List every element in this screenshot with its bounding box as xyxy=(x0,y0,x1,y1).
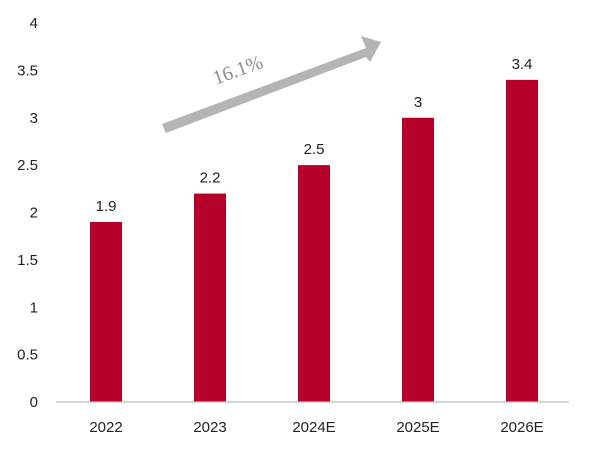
y-tick-label: 3 xyxy=(30,110,38,127)
y-tick-label: 1 xyxy=(30,299,38,316)
bar-value-label: 2.5 xyxy=(304,141,325,158)
y-tick-label: 0 xyxy=(30,394,38,411)
x-tick-label: 2023 xyxy=(193,419,226,436)
bar-value-label: 3 xyxy=(414,94,422,111)
bar xyxy=(506,79,538,402)
bar-value-label: 2.2 xyxy=(200,170,221,187)
y-tick-label: 4 xyxy=(30,15,38,32)
bar xyxy=(90,221,122,402)
y-tick-label: 2 xyxy=(30,205,38,222)
y-axis-ticks: 0 0.5 1 1.5 2 2.5 3 3.5 4 xyxy=(17,15,38,411)
bar xyxy=(194,193,226,402)
bar xyxy=(298,165,330,402)
y-tick-label: 0.5 xyxy=(17,347,38,364)
y-tick-label: 2.5 xyxy=(17,157,38,174)
growth-rate-label: 16.1% xyxy=(210,51,266,89)
growth-annotation: 16.1% xyxy=(162,36,381,133)
y-tick-label: 3.5 xyxy=(17,62,38,79)
bar-value-label: 1.9 xyxy=(96,198,117,215)
growth-arrow-icon xyxy=(162,36,381,133)
bar-value-label: 3.4 xyxy=(512,56,533,73)
x-tick-label: 2024E xyxy=(292,419,335,436)
bar xyxy=(402,117,434,402)
x-tick-label: 2026E xyxy=(500,419,543,436)
y-tick-label: 1.5 xyxy=(17,252,38,269)
x-tick-label: 2025E xyxy=(396,419,439,436)
bars xyxy=(90,79,538,402)
data-labels: 1.9 2.2 2.5 3 3.4 xyxy=(96,56,533,215)
x-tick-label: 2022 xyxy=(89,419,122,436)
x-axis-ticks: 2022 2023 2024E 2025E 2026E xyxy=(89,419,543,436)
